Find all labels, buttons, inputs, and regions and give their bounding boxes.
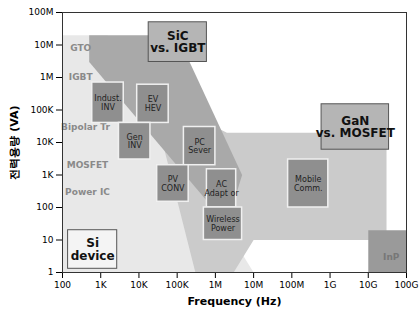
svg-text:MOSFET: MOSFET <box>67 160 109 170</box>
svg-text:10M: 10M <box>244 280 263 290</box>
svg-text:Frequency (Hz): Frequency (Hz) <box>188 295 282 308</box>
svg-text:10K: 10K <box>36 137 54 147</box>
svg-text:MobileComm.: MobileComm. <box>294 175 323 193</box>
svg-text:1M: 1M <box>209 280 223 290</box>
svg-text:EVHEV: EVHEV <box>145 95 162 113</box>
svg-text:100M: 100M <box>29 7 54 17</box>
svg-text:PVCONV: PVCONV <box>161 175 185 193</box>
svg-text:WirelessPower: WirelessPower <box>206 215 239 233</box>
svg-text:1K: 1K <box>42 170 55 180</box>
svg-text:100G: 100G <box>394 280 418 290</box>
svg-text:10: 10 <box>42 235 54 245</box>
svg-text:Power IC: Power IC <box>65 187 110 197</box>
svg-text:10K: 10K <box>130 280 148 290</box>
svg-text:GTO: GTO <box>70 43 91 53</box>
svg-text:100: 100 <box>54 280 71 290</box>
svg-text:100: 100 <box>36 202 53 212</box>
svg-text:1: 1 <box>48 267 54 277</box>
svg-text:10M: 10M <box>34 40 53 50</box>
svg-text:InP: InP <box>383 252 400 262</box>
svg-text:Bipolar Tr: Bipolar Tr <box>61 122 110 132</box>
svg-text:100M: 100M <box>279 280 304 290</box>
svg-text:IGBT: IGBT <box>69 72 94 82</box>
svg-text:10G: 10G <box>359 280 377 290</box>
svg-text:SiCvs. IGBT: SiCvs. IGBT <box>150 29 206 56</box>
svg-text:ACAdapt or: ACAdapt or <box>204 180 239 198</box>
svg-text:전력용량 (VA): 전력용량 (VA) <box>8 105 21 179</box>
svg-text:1M: 1M <box>40 72 54 82</box>
svg-text:1G: 1G <box>324 280 337 290</box>
svg-text:Sidevice: Sidevice <box>71 236 115 263</box>
svg-text:PCSever: PCSever <box>188 138 212 156</box>
svg-text:GenINV: GenINV <box>127 133 143 151</box>
svg-text:GaNvs. MOSFET: GaNvs. MOSFET <box>316 114 396 141</box>
svg-text:Indust.INV: Indust.INV <box>94 94 121 112</box>
svg-text:100K: 100K <box>30 105 54 115</box>
svg-text:1K: 1K <box>95 280 108 290</box>
svg-text:100K: 100K <box>166 280 190 290</box>
